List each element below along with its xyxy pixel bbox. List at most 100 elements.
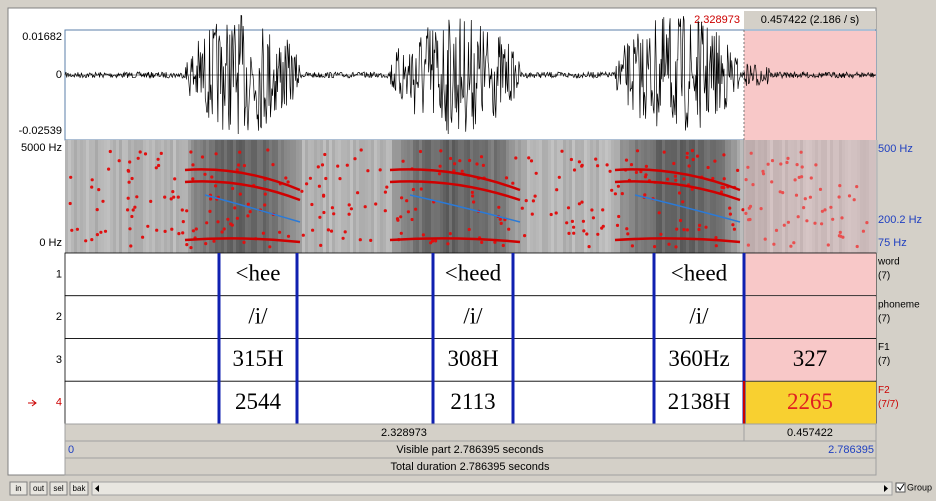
formant-dot	[530, 212, 534, 216]
interval-label[interactable]: 308H	[447, 346, 498, 371]
scrollbar[interactable]	[91, 481, 893, 496]
interval-label[interactable]: 360Hz	[668, 346, 729, 371]
formant-dot	[181, 220, 185, 224]
sel-start[interactable]: 2.328973	[381, 427, 427, 439]
interval-label[interactable]: <heed	[671, 261, 728, 286]
interval-label[interactable]: <hee	[236, 261, 281, 286]
formant-dot	[507, 227, 511, 231]
formant-dot	[214, 152, 218, 156]
interval-label[interactable]: <heed	[445, 261, 502, 286]
formant-dot	[135, 195, 139, 199]
formant-dot	[577, 160, 582, 164]
spec-column	[353, 140, 356, 253]
spec-column	[797, 140, 800, 253]
formant-dot	[572, 225, 576, 229]
zoom-button[interactable]	[49, 481, 68, 496]
formant-dot	[570, 219, 575, 223]
spec-column	[785, 140, 788, 253]
pitch-track	[409, 194, 521, 223]
spec-column	[308, 140, 311, 253]
tier-count[interactable]: (7)	[878, 356, 890, 367]
formant-dot	[133, 205, 137, 209]
zoom-button-label[interactable]: out	[33, 484, 45, 493]
spec-column	[161, 140, 164, 253]
group-checkbox[interactable]	[895, 482, 906, 493]
spec-column	[761, 140, 764, 253]
tier-name[interactable]: word	[877, 257, 900, 268]
interval-label[interactable]: 327	[793, 346, 828, 371]
formant-dot	[572, 231, 576, 235]
zoom-button-label[interactable]: bak	[73, 484, 87, 493]
tier-count[interactable]: (7)	[878, 313, 890, 324]
spec-column	[773, 140, 776, 253]
formant-dot	[497, 205, 501, 209]
formant-dot	[311, 228, 315, 232]
spec-column	[872, 140, 875, 253]
spec-column	[764, 140, 767, 253]
total-duration[interactable]: Total duration 2.786395 seconds	[390, 461, 550, 473]
tier-selection	[744, 339, 876, 381]
formant-dot	[744, 178, 748, 182]
spec-column	[404, 140, 407, 253]
zoom-button[interactable]	[69, 481, 89, 496]
tier-number[interactable]: 4	[56, 397, 62, 409]
interval-label[interactable]: /i/	[248, 303, 268, 328]
formant-dot	[216, 220, 220, 224]
formant-dot	[130, 214, 134, 219]
interval-label[interactable]: 315H	[232, 346, 283, 371]
tier-pointer	[28, 399, 37, 407]
spec-column	[158, 140, 161, 253]
interval-label[interactable]: 2113	[450, 389, 495, 414]
spec-column	[569, 140, 572, 253]
spec-column	[482, 140, 485, 253]
formant-dot	[625, 227, 629, 231]
interval-label[interactable]: /i/	[689, 303, 709, 328]
spectrogram	[65, 140, 878, 253]
formant-dot	[805, 219, 809, 223]
group-label[interactable]: Group	[907, 482, 932, 492]
zoom-button-label[interactable]: in	[15, 484, 21, 493]
formant-dot	[90, 178, 94, 182]
zoom-button-label[interactable]: sel	[53, 484, 63, 493]
interval-label[interactable]: /i/	[463, 303, 483, 328]
zoom-button[interactable]	[29, 481, 48, 496]
formant-dot	[449, 156, 453, 161]
tier-count[interactable]: (7/7)	[878, 399, 899, 410]
tier-name[interactable]: F2	[878, 385, 890, 396]
spec-column	[827, 140, 830, 253]
spec-column	[806, 140, 809, 253]
formant-dot	[261, 231, 265, 235]
formant-dot	[728, 212, 733, 216]
tier-number[interactable]: 3	[56, 354, 62, 366]
formant-dot	[170, 227, 174, 231]
spec-column	[278, 140, 281, 253]
spec-column	[305, 140, 308, 253]
spec-column	[89, 140, 92, 253]
spec-column	[599, 140, 602, 253]
spec-column	[662, 140, 665, 253]
zoom-button[interactable]	[9, 481, 28, 496]
interval-label[interactable]: 2138H	[668, 389, 731, 414]
tier-number[interactable]: 1	[56, 268, 62, 280]
formant-dot	[146, 224, 150, 228]
visible-part[interactable]: Visible part 2.786395 seconds	[396, 444, 544, 456]
formant-dot	[396, 218, 400, 222]
spec-column	[239, 140, 242, 253]
interval-label[interactable]: 2544	[235, 389, 282, 414]
spec-column	[407, 140, 410, 253]
formant-dot	[624, 158, 629, 162]
tier-name[interactable]: F1	[878, 342, 890, 353]
sel-length[interactable]: 0.457422	[787, 427, 833, 439]
spec-column	[560, 140, 563, 253]
formant-dot	[214, 184, 218, 188]
spec-column	[242, 140, 245, 253]
spec-column	[650, 140, 653, 253]
tier-count[interactable]: (7)	[878, 271, 890, 282]
spec-column	[653, 140, 656, 253]
tier-number[interactable]: 2	[56, 311, 62, 323]
tier-name[interactable]: phoneme	[878, 299, 920, 310]
wave-min: -0.02539	[19, 125, 62, 137]
interval-label[interactable]: 2265	[787, 389, 833, 414]
spec-column	[71, 140, 74, 253]
spec-column	[686, 140, 689, 253]
